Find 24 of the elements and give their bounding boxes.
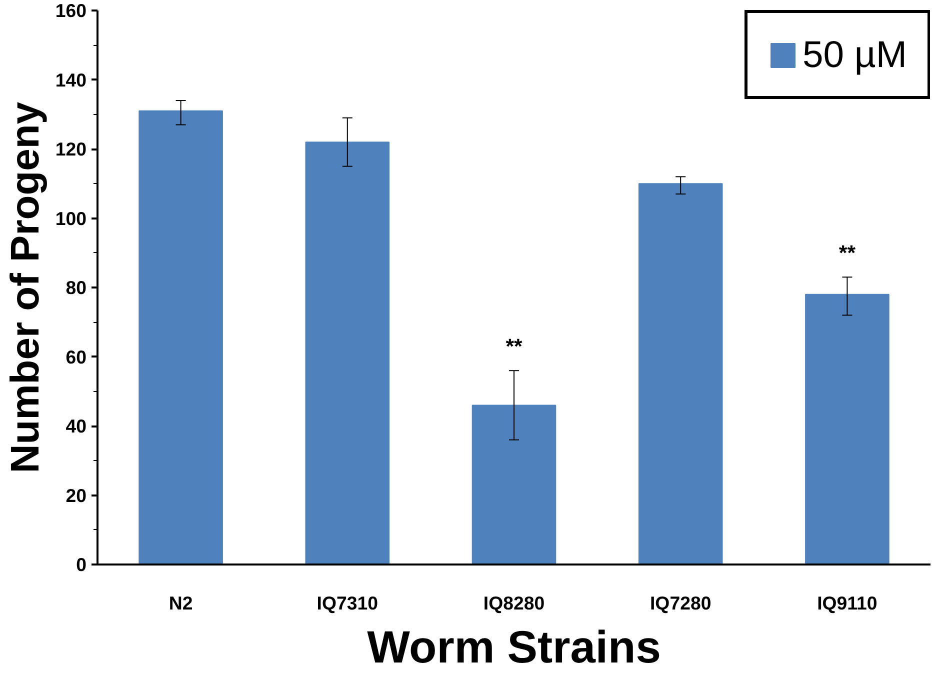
y-tick-label: 100: [55, 208, 87, 229]
x-tick-label: IQ9110: [817, 592, 878, 614]
bar: [305, 142, 390, 564]
x-tick-label: IQ8280: [483, 592, 545, 614]
bar: [472, 404, 556, 564]
y-tick-label: 40: [66, 416, 87, 436]
y-tick-label: 60: [66, 346, 87, 368]
y-tick-label: 120: [55, 138, 87, 160]
y-tick-label: 0: [76, 554, 87, 575]
x-axis-title: Worm Strains: [367, 622, 661, 672]
x-tick-label: N2: [168, 592, 193, 614]
bar: [138, 110, 223, 564]
y-tick-label: 140: [55, 69, 87, 90]
bar: [638, 183, 723, 564]
y-tick-label: 20: [66, 484, 87, 506]
bar: [805, 294, 890, 564]
y-axis-title: Number of Progeny: [3, 101, 48, 474]
x-tick-label: IQ7280: [650, 592, 712, 614]
y-tick-label: 160: [55, 0, 87, 21]
x-tick-label: IQ7310: [316, 592, 378, 614]
y-tick-label: 80: [66, 277, 87, 298]
annotation: **: [506, 334, 523, 359]
legend-label: 50 µM: [802, 33, 907, 76]
annotation: **: [838, 241, 856, 266]
